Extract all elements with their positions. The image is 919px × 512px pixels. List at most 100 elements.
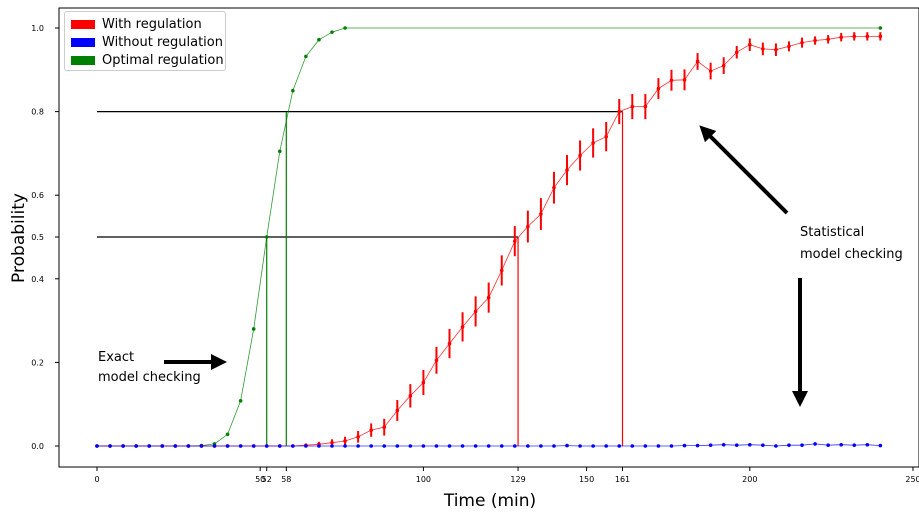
legend-label: Optimal regulation: [102, 52, 224, 68]
data-point: [343, 439, 347, 443]
data-point: [408, 444, 413, 448]
data-point: [578, 444, 582, 448]
data-point: [512, 444, 517, 448]
data-point: [578, 153, 582, 158]
data-point: [800, 40, 804, 45]
data-point: [108, 444, 112, 448]
legend-label: Without regulation: [102, 34, 223, 50]
data-point: [382, 444, 387, 448]
series-with-regulation: [95, 32, 883, 448]
y-tick-label: 0.6: [31, 191, 44, 200]
y-tick-label: 0.8: [31, 108, 44, 117]
data-point: [134, 444, 138, 448]
data-point: [878, 26, 883, 30]
data-point: [604, 134, 608, 139]
data-point: [421, 444, 426, 448]
data-point: [369, 428, 373, 432]
x-axis-label: Time (min): [443, 491, 536, 511]
data-point: [761, 47, 765, 51]
data-point: [251, 327, 256, 331]
data-point: [186, 444, 191, 448]
data-point: [813, 38, 817, 43]
data-point: [330, 440, 334, 445]
data-point: [721, 442, 726, 447]
data-point: [395, 408, 400, 413]
data-point: [264, 444, 269, 448]
x-tick-label: 50: [255, 475, 265, 484]
x-tick-label: 250: [905, 475, 919, 484]
data-point: [199, 444, 204, 448]
data-point: [421, 380, 426, 385]
data-point: [604, 444, 608, 448]
data-point: [748, 442, 752, 447]
data-point: [447, 444, 452, 448]
y-axis-label: Probability: [9, 193, 29, 283]
data-point: [356, 435, 360, 439]
data-point: [330, 444, 334, 448]
data-point: [591, 141, 595, 145]
data-point: [565, 168, 569, 172]
data-point: [343, 444, 347, 448]
data-point: [865, 442, 870, 447]
data-point: [95, 444, 99, 448]
data-point: [721, 63, 726, 68]
data-point: [774, 444, 778, 448]
y-tick-label: 0.0: [31, 442, 44, 451]
x-tick-label: 200: [742, 475, 757, 484]
data-point: [800, 443, 804, 447]
data-point: [473, 309, 478, 314]
data-point: [539, 444, 543, 448]
data-point: [304, 444, 308, 448]
data-point: [499, 444, 504, 448]
annotation-line: model checking: [98, 370, 201, 385]
data-point: [565, 443, 569, 448]
data-point: [643, 444, 648, 448]
data-point: [343, 26, 347, 30]
legend-swatch: [71, 37, 95, 47]
data-point: [787, 443, 791, 447]
data-point: [761, 443, 765, 447]
data-point: [225, 444, 230, 448]
legend-item-without-regulation: Without regulation: [71, 33, 223, 51]
data-point: [512, 239, 517, 243]
legend-item-with-regulation: With regulation: [71, 15, 219, 33]
reference-lines: [97, 110, 624, 446]
data-point: [774, 47, 778, 52]
data-point: [591, 444, 595, 448]
data-point: [486, 295, 491, 300]
data-point: [238, 399, 243, 403]
data-point: [826, 37, 830, 42]
data-point: [277, 149, 282, 154]
legend-label: With regulation: [102, 16, 202, 32]
data-point: [317, 37, 321, 42]
legend-item-optimal-regulation: Optimal regulation: [71, 51, 224, 69]
data-point: [225, 432, 230, 437]
x-tick-label: 52: [262, 475, 272, 484]
data-point: [839, 35, 843, 39]
data-point: [708, 69, 713, 73]
data-point: [878, 34, 883, 39]
data-point: [160, 444, 165, 448]
statistical-model-checking-annotation: Statistical model checking: [800, 222, 903, 266]
y-tick-label: 0.2: [31, 358, 44, 367]
data-point: [356, 444, 360, 448]
data-point: [238, 444, 243, 448]
data-point: [251, 444, 256, 448]
data-point: [317, 444, 321, 448]
data-point: [304, 54, 308, 59]
y-tick-label: 0.4: [31, 275, 44, 284]
data-point: [839, 442, 843, 447]
data-point: [121, 444, 125, 448]
y-tick-label: 1.0: [31, 24, 44, 33]
data-point: [656, 444, 661, 448]
data-point: [630, 104, 635, 109]
data-point: [277, 444, 282, 448]
data-point: [787, 44, 791, 49]
series-line: [97, 36, 881, 447]
data-point: [617, 444, 622, 448]
data-point: [734, 50, 739, 55]
data-point: [526, 444, 530, 448]
x-tick-label: 58: [281, 475, 291, 484]
data-point: [865, 34, 870, 39]
